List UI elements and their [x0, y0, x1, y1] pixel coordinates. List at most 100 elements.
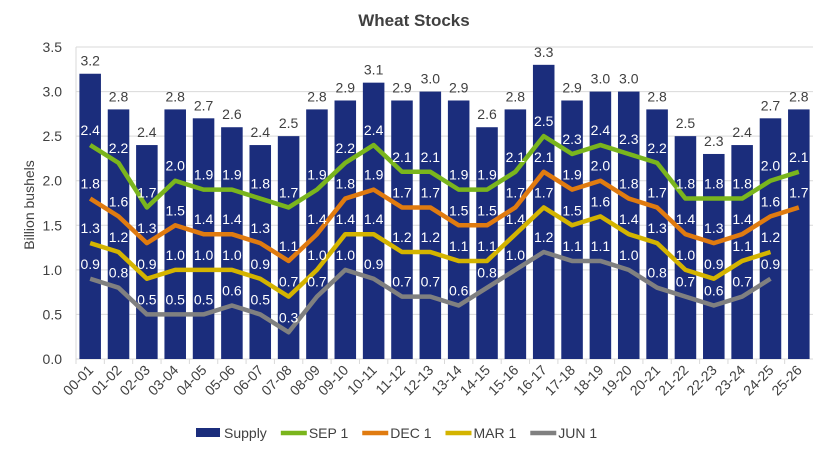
x-tick-label: 22-23	[683, 362, 720, 399]
data-label-mar-1: 1.3	[80, 220, 100, 236]
data-label-supply: 3.1	[364, 62, 384, 78]
x-tick-label: 21-22	[655, 362, 692, 399]
data-label-supply: 2.8	[506, 88, 526, 104]
data-label-supply: 2.8	[109, 88, 129, 104]
data-label-mar-1: 1.5	[562, 202, 582, 218]
x-tick-label: 12-13	[400, 362, 437, 399]
data-label-sep-1: 2.1	[506, 149, 526, 165]
data-label-sep-1: 1.8	[704, 176, 724, 192]
data-label-supply: 3.0	[619, 71, 639, 87]
x-tick-label: 14-15	[457, 362, 494, 399]
data-label-dec-1: 1.6	[761, 193, 781, 209]
data-label-sep-1: 2.0	[761, 158, 781, 174]
data-label-supply: 2.8	[647, 88, 667, 104]
data-label-sep-1: 2.4	[364, 122, 384, 138]
data-label-mar-1: 1.1	[449, 238, 469, 254]
legend-item: JUN 1	[558, 425, 597, 441]
x-tick-label: 01-02	[88, 362, 125, 399]
bar-supply	[419, 91, 442, 360]
data-label-mar-1: 1.3	[647, 220, 667, 236]
data-label-jun-1: 1.1	[591, 238, 611, 254]
y-tick-label: 1.0	[43, 262, 63, 278]
data-label-sep-1: 1.9	[222, 167, 242, 183]
data-label-supply: 2.9	[562, 79, 582, 95]
x-tick-label: 13-14	[428, 362, 465, 399]
data-label-supply: 2.6	[477, 106, 497, 122]
bar-supply	[277, 136, 300, 359]
data-label-supply: 2.4	[251, 124, 271, 140]
x-tick-label: 17-18	[542, 362, 579, 399]
x-tick-label: 18-19	[570, 362, 607, 399]
y-tick-label: 0.5	[43, 306, 63, 322]
data-label-sep-1: 1.9	[307, 167, 327, 183]
data-label-sep-1: 2.2	[109, 140, 129, 156]
data-label-jun-1: 1.0	[619, 247, 639, 263]
data-label-sep-1: 2.2	[647, 140, 667, 156]
data-label-dec-1: 1.6	[109, 193, 129, 209]
legend-swatch	[196, 428, 220, 437]
data-label-supply: 2.9	[392, 79, 412, 95]
data-label-supply: 3.0	[421, 71, 441, 87]
data-label-dec-1: 1.4	[307, 211, 327, 227]
data-label-jun-1: 0.3	[279, 309, 299, 325]
data-label-sep-1: 2.3	[562, 131, 582, 147]
data-label-supply: 2.7	[761, 97, 781, 113]
data-label-mar-1: 1.6	[591, 193, 611, 209]
x-tick-label: 24-25	[740, 362, 777, 399]
data-label-dec-1: 1.3	[704, 220, 724, 236]
data-label-mar-1: 0.9	[251, 256, 271, 272]
data-label-dec-1: 1.7	[789, 184, 809, 200]
line-mar-1	[89, 205, 772, 299]
data-label-sep-1: 2.1	[392, 149, 412, 165]
x-tick-label: 10-11	[344, 362, 380, 398]
data-label-dec-1: 1.7	[392, 184, 412, 200]
y-tick-label: 3.0	[43, 84, 63, 100]
data-label-jun-1: 0.8	[647, 265, 667, 281]
data-label-supply: 3.2	[80, 53, 100, 69]
data-label-supply: 2.8	[165, 88, 185, 104]
data-label-supply: 2.8	[307, 88, 327, 104]
y-axis-label: Billion bushels	[21, 160, 37, 250]
y-tick-label: 2.0	[43, 173, 63, 189]
data-label-supply: 2.4	[732, 124, 752, 140]
data-label-dec-1: 1.9	[364, 167, 384, 183]
data-label-sep-1: 2.2	[336, 140, 356, 156]
y-tick-label: 2.5	[43, 128, 63, 144]
x-tick-label: 15-16	[485, 362, 522, 399]
data-label-dec-1: 1.4	[676, 211, 696, 227]
data-label-sep-1: 1.7	[279, 184, 299, 200]
data-label-sep-1: 2.4	[591, 122, 611, 138]
data-label-mar-1: 1.2	[421, 229, 441, 245]
data-label-mar-1: 1.2	[392, 229, 412, 245]
x-tick-label: 02-03	[116, 362, 153, 399]
bar-supply	[136, 145, 158, 359]
x-tick-label: 07-08	[258, 362, 295, 399]
bar-supply	[589, 91, 612, 360]
data-label-mar-1: 1.7	[534, 184, 554, 200]
data-label-sep-1: 1.9	[449, 167, 469, 183]
data-label-jun-1: 0.5	[194, 291, 214, 307]
line-sep-1	[88, 133, 800, 210]
data-label-sep-1: 2.1	[421, 149, 441, 165]
bar-supply	[79, 73, 101, 359]
data-label-dec-1: 1.7	[506, 184, 526, 200]
x-tick-label: 03-04	[145, 362, 182, 399]
data-label-supply: 2.6	[222, 106, 242, 122]
data-label-dec-1: 1.4	[732, 211, 752, 227]
data-label-jun-1: 1.0	[336, 247, 356, 263]
data-label-mar-1: 0.9	[704, 256, 724, 272]
y-tick-label: 1.5	[43, 217, 63, 233]
data-label-jun-1: 0.7	[676, 274, 696, 290]
data-label-jun-1: 1.0	[506, 247, 526, 263]
data-label-mar-1: 1.0	[222, 247, 242, 263]
data-label-jun-1: 0.8	[477, 265, 497, 281]
y-tick-label: 3.5	[43, 39, 63, 55]
x-tick-label: 06-07	[230, 362, 267, 399]
data-label-dec-1: 1.5	[449, 202, 469, 218]
line-jun-1	[89, 249, 772, 335]
data-label-supply: 3.3	[534, 44, 554, 60]
data-label-supply: 2.5	[676, 115, 696, 131]
data-label-jun-1: 0.5	[137, 291, 157, 307]
data-label-dec-1: 2.1	[534, 149, 554, 165]
